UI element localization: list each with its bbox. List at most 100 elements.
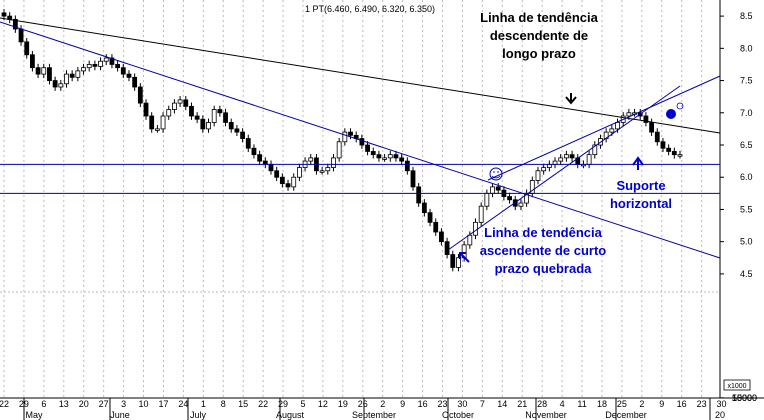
day-tick-label: 29 — [278, 399, 288, 409]
volume-tick-label: 10000 — [732, 393, 757, 403]
candle-body — [251, 147, 257, 156]
small-smiley-icon — [676, 102, 684, 110]
candle-body — [75, 70, 81, 78]
day-tick-label: 16 — [677, 399, 687, 409]
candle-body — [69, 73, 75, 78]
candle-body — [649, 122, 654, 133]
candle-body — [223, 112, 228, 123]
day-tick-label: 15 — [238, 399, 248, 409]
day-tick-label: 19 — [338, 399, 348, 409]
day-tick-label: 30 — [457, 399, 467, 409]
day-tick-label: 7 — [480, 399, 485, 409]
candle-body — [643, 115, 649, 123]
day-tick-label: 23 — [697, 399, 707, 409]
breakout-dot — [666, 109, 676, 119]
candle-body — [495, 186, 501, 191]
candle-body — [137, 86, 143, 104]
day-tick-label: 23 — [438, 399, 448, 409]
price-tick-label: 5.0 — [740, 237, 753, 247]
candle-body — [30, 54, 35, 69]
month-label: August — [276, 410, 305, 420]
candle-body — [677, 154, 683, 157]
candle-body — [365, 144, 370, 152]
candle-body — [18, 28, 24, 43]
candle-body — [348, 131, 353, 136]
price-tick-label: 8.0 — [740, 43, 753, 53]
candle-body — [382, 157, 388, 160]
smiley-icon — [489, 167, 503, 181]
candle-body — [285, 183, 291, 188]
candle-body — [393, 154, 399, 159]
candle-body — [518, 202, 524, 207]
down-arrow-icon — [565, 93, 577, 105]
trend-lines — [0, 17, 721, 263]
candle-body — [484, 192, 490, 207]
candle-body — [404, 160, 410, 172]
candle-body — [615, 122, 620, 130]
candle-body — [563, 154, 569, 159]
chart-labels: 22 29 6 13 20 27 3 10 17 24 1 8 15 22 29 5 12 19 26 2 9 16 23 3… — [0, 4, 757, 420]
candle-body — [558, 157, 564, 162]
candle-body — [296, 167, 302, 178]
candle-body — [234, 128, 240, 133]
candle-body — [359, 138, 365, 146]
day-tick-label: 22 — [0, 399, 9, 409]
volume-tick-label: 5000 — [732, 393, 752, 403]
chart-header: 1 PT(6.460, 6.490, 6.320, 6.350) — [305, 4, 435, 14]
candle-body — [399, 157, 405, 162]
short-trend-annotation: ascendente de curto — [480, 243, 606, 258]
candle-body — [172, 102, 177, 110]
candle-body — [268, 163, 274, 172]
price-tick-label: 4.5 — [740, 269, 753, 279]
candle-body — [132, 76, 138, 88]
candle-body — [336, 141, 342, 159]
volume-tick-label: 15000 — [732, 393, 757, 403]
day-tick-label: 1 — [201, 399, 206, 409]
candle-body — [666, 147, 672, 152]
candle-body — [160, 115, 166, 130]
day-tick-label: 28 — [537, 399, 547, 409]
price-tick-label: 7.5 — [740, 76, 753, 86]
candle-body — [126, 73, 132, 78]
day-tick-label: 2 — [380, 399, 385, 409]
day-tick-label: 3 — [121, 399, 126, 409]
candle-body — [450, 254, 456, 268]
candle-body — [274, 170, 280, 178]
day-tick-label: 24 — [178, 399, 188, 409]
candle-body — [376, 154, 382, 159]
diagonal-arrow-icon — [459, 252, 470, 263]
candle-body — [109, 57, 115, 65]
long-trend-annotation: longo prazo — [502, 46, 576, 61]
candle-body — [439, 231, 444, 243]
price-tick-label: 6.0 — [740, 172, 753, 182]
candle-body — [586, 154, 592, 165]
candle-body — [64, 73, 69, 85]
candle-body — [370, 151, 376, 156]
day-tick-label: 29 — [19, 399, 29, 409]
day-tick-label: 2 — [639, 399, 644, 409]
month-label: November — [525, 410, 567, 420]
candle-body — [206, 122, 211, 130]
day-tick-label: 6 — [41, 399, 46, 409]
up-arrow-icon — [632, 156, 644, 170]
candle-body — [342, 131, 348, 143]
candle-body — [92, 64, 98, 67]
candle-body — [200, 118, 206, 130]
candle-body — [103, 57, 109, 62]
candle-body — [609, 128, 615, 133]
month-label: May — [25, 410, 43, 420]
candle-body — [245, 138, 251, 149]
candle-body — [473, 221, 478, 236]
long-trend-annotation: descendente de — [490, 28, 588, 43]
candle-body — [240, 131, 245, 139]
day-tick-label: 25 — [617, 399, 627, 409]
candle-body — [52, 80, 58, 88]
candle-body — [660, 141, 666, 149]
candle-body — [569, 154, 575, 159]
descending-trendline — [0, 21, 721, 259]
month-label: July — [190, 410, 207, 420]
candle-body — [98, 60, 103, 67]
month-label: September — [352, 410, 396, 420]
day-tick-label: 26 — [358, 399, 368, 409]
